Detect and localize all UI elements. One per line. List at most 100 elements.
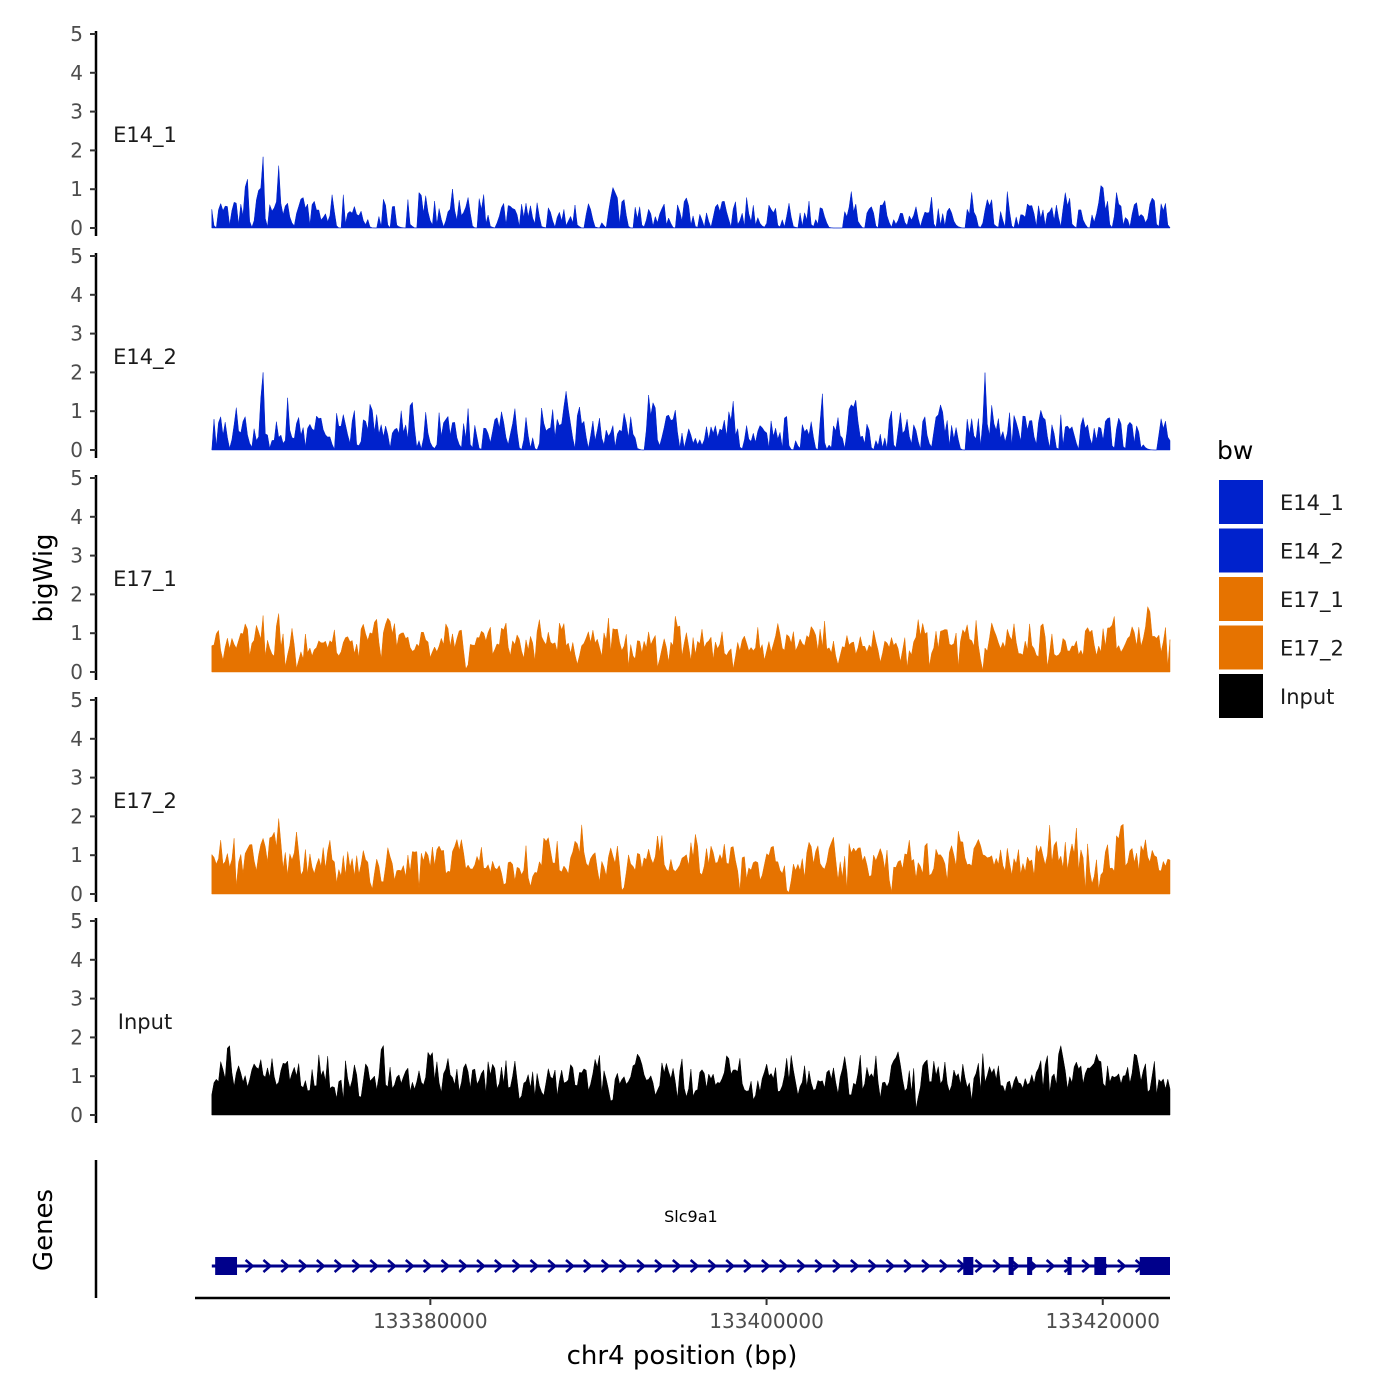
- genes-panel-title: Genes: [29, 1189, 59, 1271]
- coverage-area: [211, 605, 1171, 673]
- y-tick-label: 3: [70, 766, 83, 790]
- y-tick-label: 1: [70, 177, 83, 201]
- x-axis: chr4 position (bp) 133380000 133400000 133…: [195, 1296, 1170, 1371]
- exon: [1027, 1257, 1033, 1275]
- y-tick-label: 3: [70, 322, 83, 346]
- y-tick-label: 0: [70, 216, 83, 240]
- x-tick-label: 133380000: [373, 1309, 488, 1333]
- gene-label: Slc9a1: [664, 1207, 718, 1226]
- strand-arrow: [885, 1259, 896, 1273]
- x-axis-title: chr4 position (bp): [567, 1341, 798, 1371]
- strand-arrow: [369, 1259, 380, 1273]
- strand-arrow: [618, 1259, 629, 1273]
- legend-swatch: [1219, 480, 1263, 524]
- y-tick-label: 3: [70, 100, 83, 124]
- strand-arrow: [333, 1259, 344, 1273]
- strand-arrow: [298, 1259, 308, 1273]
- x-tick-label: 133400000: [709, 1309, 824, 1333]
- y-tick-label: 4: [70, 61, 83, 85]
- y-tick-label: 2: [70, 360, 83, 384]
- strand-arrow: [440, 1259, 451, 1273]
- legend-swatch: [1219, 528, 1263, 573]
- y-tick-label: 5: [70, 466, 83, 490]
- track-label: Input: [118, 1010, 172, 1034]
- strand-arrow: [778, 1259, 789, 1273]
- strand-arrow: [280, 1259, 291, 1273]
- coverage-area: [211, 1044, 1171, 1116]
- track-label: E14_1: [113, 123, 177, 148]
- exon: [1094, 1257, 1107, 1275]
- y-tick-label: 0: [70, 1103, 83, 1127]
- strand-arrow: [387, 1259, 397, 1273]
- strand-arrow: [938, 1259, 949, 1273]
- y-tick-label: 2: [70, 138, 83, 162]
- coverage-area: [211, 372, 1171, 451]
- y-tick-label: 1: [70, 399, 83, 423]
- legend-label: E14_1: [1280, 491, 1344, 516]
- track-E17_2: 0 1 2 3 4 5 E17_2: [70, 688, 1171, 906]
- y-tick-label: 1: [70, 621, 83, 645]
- track-E14_1: 0 1 2 3 4 5 E14_1: [70, 22, 1171, 240]
- strand-arrow: [262, 1259, 273, 1273]
- strand-arrow: [529, 1259, 540, 1273]
- bigwig-tracks: 0 1 2 3 4 5 E14_1 0 1 2 3 4 5 E14_2 0 1 2 3 4 5 E17_1 0 1 2 3 4 5 E…: [70, 22, 1171, 1127]
- legend-swatch: [1219, 625, 1263, 670]
- legend-label: E17_1: [1280, 588, 1344, 613]
- y-tick-label: 1: [70, 1064, 83, 1088]
- strand-arrow: [743, 1259, 753, 1273]
- coverage-area: [211, 818, 1171, 895]
- genes-panel: Genes Slc9a1: [29, 1160, 1170, 1298]
- y-axis-title: bigWig: [29, 533, 59, 622]
- legend-label: Input: [1280, 685, 1334, 709]
- y-tick-label: 5: [70, 909, 83, 933]
- y-tick-label: 0: [70, 660, 83, 684]
- strand-arrow: [422, 1259, 433, 1273]
- exon: [1008, 1257, 1014, 1275]
- y-tick-label: 0: [70, 438, 83, 462]
- strand-arrow: [921, 1259, 931, 1273]
- strand-arrow: [689, 1259, 700, 1273]
- strand-arrow: [582, 1259, 593, 1273]
- track-Input: 0 1 2 3 4 5 Input: [70, 909, 1171, 1127]
- x-tick-label: 133420000: [1045, 1309, 1160, 1333]
- y-tick-label: 5: [70, 688, 83, 712]
- exon: [1139, 1257, 1170, 1275]
- y-tick-label: 3: [70, 987, 83, 1011]
- legend-label: E14_2: [1280, 540, 1344, 565]
- strand-arrow: [636, 1259, 647, 1273]
- y-tick-label: 5: [70, 22, 83, 46]
- strand-arrow: [654, 1259, 664, 1273]
- legend: bw E14_1 E14_2 E17_1 E17_2 Input: [1217, 436, 1344, 718]
- y-tick-label: 2: [70, 804, 83, 828]
- strand-arrow: [476, 1259, 486, 1273]
- strand-arrow: [814, 1259, 825, 1273]
- exon: [1067, 1257, 1072, 1275]
- strand-arrow: [547, 1259, 558, 1273]
- strand-arrow: [315, 1259, 326, 1273]
- strand-arrow: [903, 1259, 914, 1273]
- strand-arrow: [244, 1259, 255, 1273]
- exon: [215, 1257, 238, 1275]
- y-tick-label: 1: [70, 843, 83, 867]
- strand-arrow: [565, 1259, 575, 1273]
- strand-arrow: [992, 1259, 1003, 1273]
- strand-arrow: [974, 1259, 985, 1273]
- exon: [963, 1257, 974, 1275]
- y-tick-label: 2: [70, 582, 83, 606]
- strand-arrow: [796, 1259, 807, 1273]
- track-label: E17_2: [113, 789, 177, 814]
- y-tick-label: 2: [70, 1025, 83, 1049]
- strand-arrow: [725, 1259, 736, 1273]
- track-label: E17_1: [113, 567, 177, 592]
- strand-arrow: [600, 1259, 611, 1273]
- strand-arrow: [760, 1259, 771, 1273]
- strand-arrow: [1045, 1259, 1056, 1273]
- coverage-area: [211, 156, 1171, 229]
- y-tick-label: 5: [70, 244, 83, 268]
- legend-title: bw: [1217, 436, 1253, 465]
- strand-arrow: [707, 1259, 718, 1273]
- track-E17_1: 0 1 2 3 4 5 E17_1: [70, 466, 1171, 684]
- legend-swatch: [1219, 674, 1263, 718]
- legend-label: E17_2: [1280, 637, 1344, 662]
